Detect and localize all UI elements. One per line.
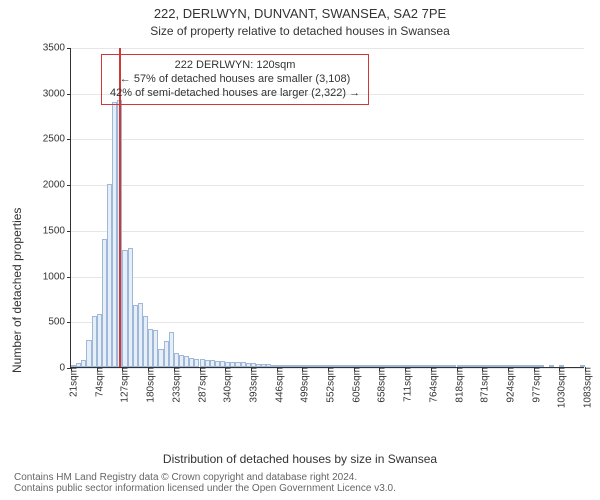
y-tick-label: 1000 [43,271,71,282]
plot-area: 050010001500200025003000350021sqm74sqm12… [70,48,584,368]
footer-line-1: Contains HM Land Registry data © Crown c… [14,472,396,483]
x-tick-label: 446sqm [268,367,285,403]
x-tick-label: 1083sqm [577,367,594,408]
y-tick-label: 1500 [43,225,71,236]
title-line-2: Size of property relative to detached ho… [0,24,600,38]
x-tick-label: 74sqm [88,367,105,397]
x-tick-label: 393sqm [243,367,260,403]
x-tick-label: 764sqm [422,367,439,403]
y-tick-label: 500 [48,317,71,328]
x-tick-label: 818sqm [448,367,465,403]
x-axis-label: Distribution of detached houses by size … [0,452,600,466]
footer-line-2: Contains public sector information licen… [14,483,396,494]
x-tick-label: 977sqm [525,367,542,403]
footer: Contains HM Land Registry data © Crown c… [14,472,396,494]
gridline [71,139,584,140]
x-tick-label: 127sqm [114,367,131,403]
x-tick-label: 711sqm [396,367,413,402]
x-tick-label: 924sqm [500,367,517,403]
gridline [71,231,584,232]
x-tick-label: 1030sqm [551,367,568,408]
y-tick-label: 3500 [43,43,71,54]
x-tick-label: 287sqm [191,367,208,403]
x-tick-label: 658sqm [371,367,388,403]
y-tick-label: 3000 [43,88,71,99]
x-tick-label: 21sqm [63,367,80,397]
annotation-line-1: 222 DERLWYN: 120sqm [110,59,360,73]
x-tick-label: 871sqm [474,367,491,403]
x-tick-label: 499sqm [294,367,311,403]
annotation-line-3: 42% of semi-detached houses are larger (… [110,87,360,101]
annotation-line-2: ← 57% of detached houses are smaller (3,… [110,73,360,87]
figure: 222, DERLWYN, DUNVANT, SWANSEA, SA2 7PE … [0,0,600,500]
y-tick-label: 2500 [43,134,71,145]
gridline [71,48,584,49]
x-tick-label: 233sqm [165,367,182,403]
annotation-box: 222 DERLWYN: 120sqm ← 57% of detached ho… [101,54,369,105]
y-tick-label: 2000 [43,180,71,191]
title-line-1: 222, DERLWYN, DUNVANT, SWANSEA, SA2 7PE [0,6,600,21]
gridline [71,277,584,278]
x-tick-label: 340sqm [217,367,234,403]
x-tick-label: 605sqm [345,367,362,403]
x-tick-label: 552sqm [320,367,337,403]
gridline [71,185,584,186]
x-tick-label: 180sqm [139,367,156,403]
y-axis-label: Number of detached properties [10,208,24,373]
